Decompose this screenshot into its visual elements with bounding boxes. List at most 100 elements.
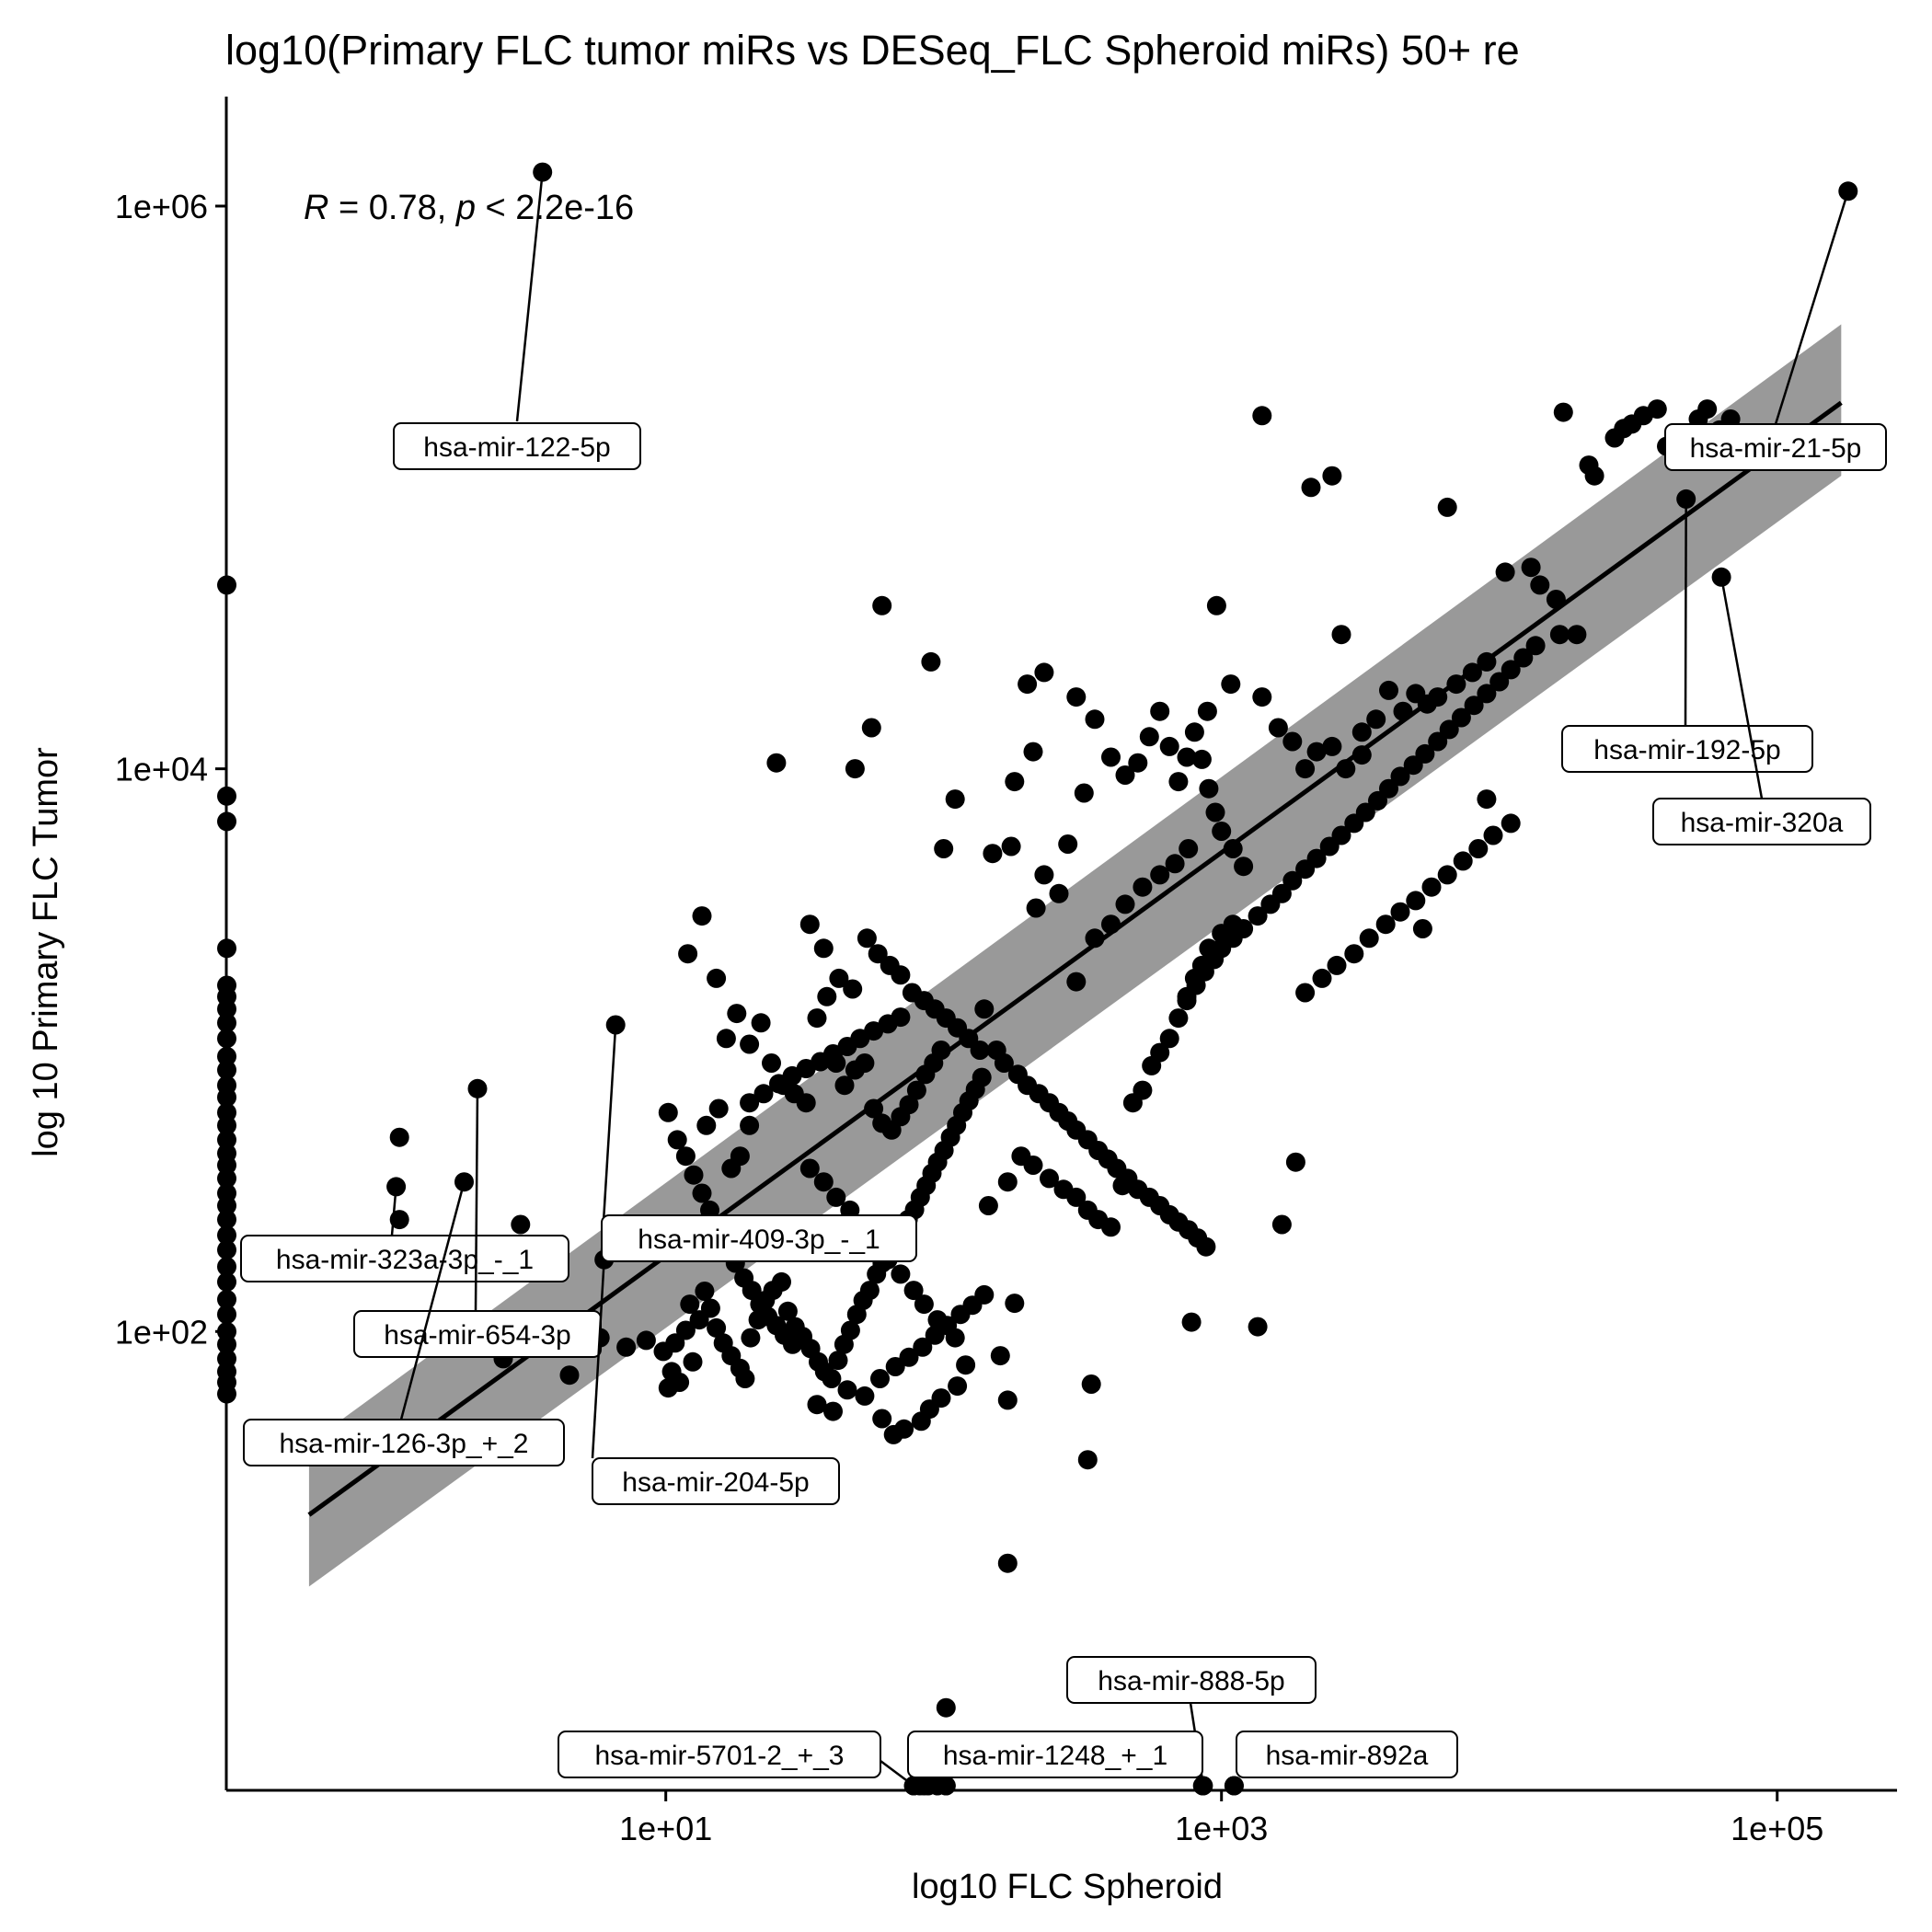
data-point [1464,696,1484,716]
y-tick-label: 1e+04 [115,751,208,788]
plot-area [217,162,1858,1796]
r-value: = 0.78, [328,189,455,227]
data-point [1150,701,1170,721]
data-point [1483,825,1503,845]
data-point [675,1320,696,1340]
data-point [1477,651,1497,672]
point-label-box [1652,798,1871,845]
point-label: hsa-mir-323a-3p_-_1 [276,1245,534,1275]
data-point [1077,1450,1098,1470]
data-point [1501,660,1521,680]
data-point [1390,902,1410,922]
data-point [1133,1080,1153,1100]
data-point [1128,753,1148,773]
data-point [1379,680,1398,700]
data-point [1074,783,1094,803]
data-point [990,1346,1010,1366]
data-point [1268,718,1288,738]
point-label: hsa-mir-654-3p [384,1320,570,1351]
point-label-box [240,1235,569,1282]
y-axis-title: log 10 Primary FLC Tumor [27,747,65,1157]
data-point [1221,674,1241,695]
point-label-box [601,1214,917,1262]
p-symbol: p [455,189,476,227]
data-point [1366,709,1386,730]
data-point [1501,813,1521,834]
data-point [823,1401,843,1421]
data-point [913,1337,933,1357]
data-point [1306,742,1327,762]
data-point [721,1158,742,1179]
data-point [1344,944,1364,964]
data-point [1223,839,1243,858]
data-point [828,1351,848,1371]
data-point [670,1373,690,1392]
data-point [1058,834,1078,854]
data-point [772,1271,791,1292]
data-point [870,1369,890,1388]
data-point [389,1127,409,1147]
label-connector [591,1259,605,1459]
data-point [1199,778,1219,799]
point-label: hsa-mir-5701-2_+_3 [595,1741,845,1771]
data-point [1468,839,1489,858]
y-tick-label: 1e+02 [115,1313,208,1351]
data-point [1295,759,1316,779]
data-point [1001,836,1021,857]
data-point [1212,822,1232,841]
label-connector [919,1776,947,1788]
data-point [799,1158,820,1179]
data-point [937,1316,958,1336]
data-point [906,1080,926,1100]
data-point [1150,1042,1170,1063]
point-label: hsa-mir-892a [1266,1741,1429,1771]
point-label: hsa-mir-122-5p [423,432,610,463]
data-point [1196,1236,1216,1257]
data-point [727,1004,747,1024]
x-tick-label: 1e+03 [1175,1810,1268,1847]
data-point [1437,497,1457,517]
data-point [859,1281,880,1301]
label-connector [1233,1777,1238,1787]
point-label-box [907,1731,1203,1778]
data-point [1168,772,1189,792]
data-point [1179,839,1199,858]
labeled-data-point [1711,567,1731,587]
data-point [636,1330,656,1351]
data-point [1437,865,1457,885]
data-point [855,1386,875,1406]
data-point [829,968,849,988]
point-label: hsa-mir-320a [1681,808,1844,838]
data-point [945,789,965,810]
data-point [1184,722,1204,742]
data-point [740,1093,760,1113]
data-point [1549,625,1570,645]
data-point [683,1351,703,1372]
data-point [1584,466,1604,486]
data-point [1197,701,1217,721]
data-point [914,1294,934,1315]
data-point [708,1098,729,1119]
data-point [1451,707,1471,728]
x-tick-label: 1e+01 [619,1810,712,1847]
data-point [822,1369,842,1388]
data-point [883,1424,903,1444]
data-point [1322,736,1342,756]
data-point [997,1390,1018,1410]
data-point [813,1172,834,1192]
data-point [741,1328,761,1348]
data-point [1191,955,1212,975]
data-point [735,1369,755,1388]
data-point [1223,914,1243,935]
data-point [1252,406,1272,426]
data-point [1177,986,1197,1006]
data-point [834,1075,855,1096]
data-point [872,595,892,615]
data-point [1168,1008,1189,1029]
data-point [716,1029,736,1049]
data-point [891,965,911,985]
data-point [1647,399,1667,420]
data-point [777,1301,798,1321]
point-label: hsa-mir-409-3p_-_1 [638,1225,880,1255]
